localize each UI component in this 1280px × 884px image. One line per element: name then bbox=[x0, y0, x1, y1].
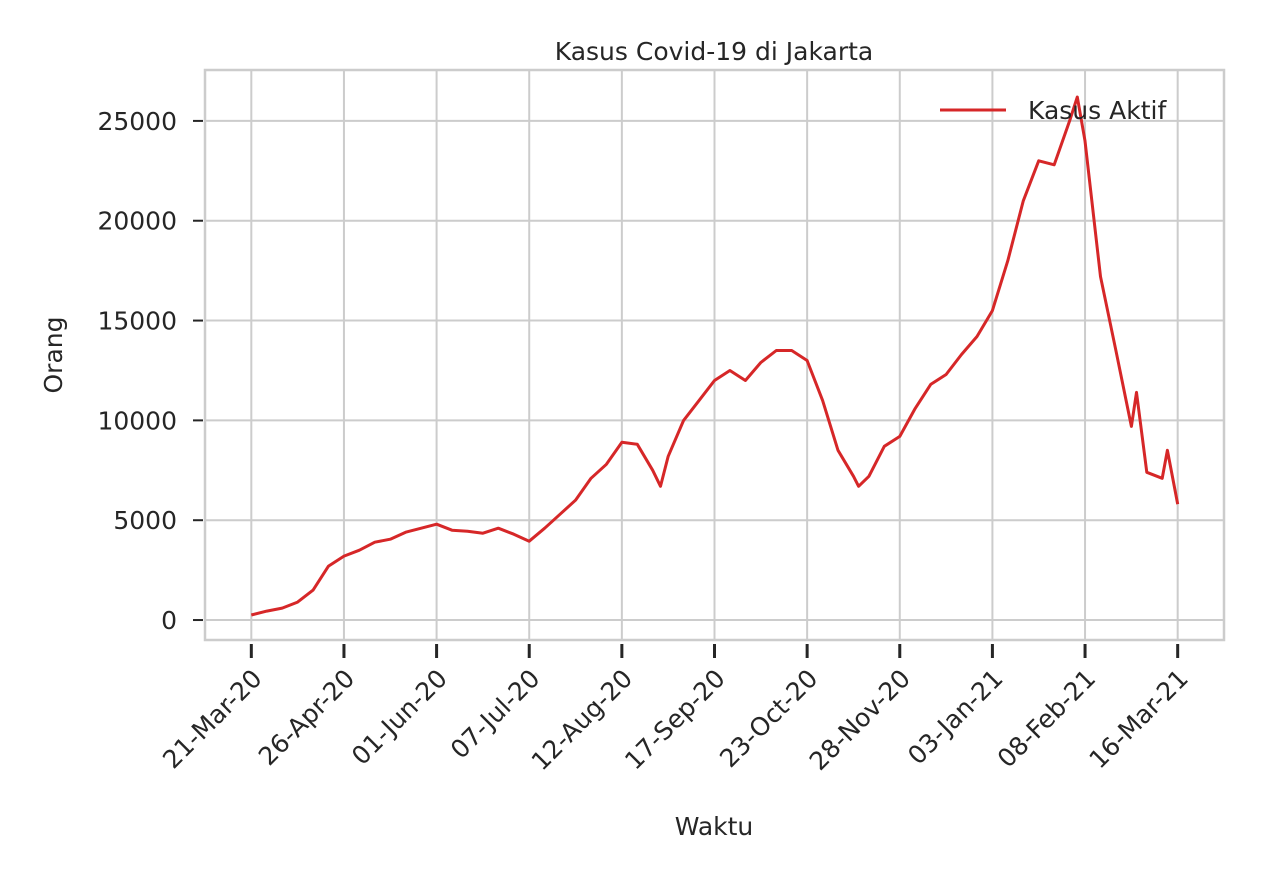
y-tick-label: 20000 bbox=[97, 207, 177, 236]
y-tick-label: 5000 bbox=[113, 506, 177, 535]
data-line bbox=[250, 95, 1180, 617]
plot-frame bbox=[203, 68, 1226, 642]
y-tick-label: 10000 bbox=[97, 406, 177, 435]
x-tick-label: 16-Mar-21 bbox=[1083, 664, 1193, 774]
y-tick-label: 15000 bbox=[97, 307, 177, 336]
x-axis-label: Waktu bbox=[675, 812, 754, 841]
x-tick-label: 17-Sep-20 bbox=[619, 664, 731, 776]
chart-title: Kasus Covid-19 di Jakarta bbox=[555, 37, 873, 66]
x-tick-label: 28-Nov-20 bbox=[804, 664, 916, 776]
x-tick-label: 12-Aug-20 bbox=[526, 664, 638, 776]
y-tick-label: 0 bbox=[161, 606, 177, 635]
y-axis-label: Orang bbox=[39, 317, 68, 394]
x-tick-label: 01-Jun-20 bbox=[346, 664, 453, 771]
y-tick-label: 25000 bbox=[97, 107, 177, 136]
legend-label: Kasus Aktif bbox=[1028, 96, 1167, 125]
x-tick-label: 26-Apr-20 bbox=[253, 664, 360, 771]
x-tick-label: 21-Mar-20 bbox=[157, 664, 267, 774]
x-tick-label: 07-Jul-20 bbox=[445, 664, 546, 765]
x-tick-label: 08-Feb-21 bbox=[992, 664, 1102, 774]
